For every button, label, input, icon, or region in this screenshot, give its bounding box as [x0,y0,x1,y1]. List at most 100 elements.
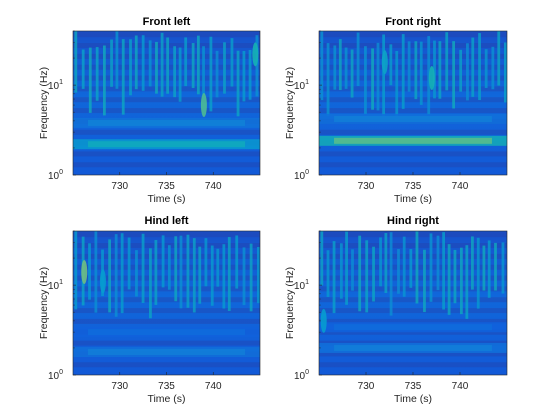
x-axis-label: Time (s) [394,193,432,205]
x-axis: 730 735 740 [358,172,469,192]
transient-streak [453,249,457,304]
x-axis: 730 735 740 [111,372,222,392]
y-tick-label: 100 [294,169,309,182]
axes-frame [72,230,261,376]
transient-streak [389,232,393,316]
frequency-band-core [87,349,246,356]
frequency-band-core [334,115,492,122]
transient-streak [235,235,239,289]
ridge-stripe [73,97,260,103]
transient-streak [108,239,112,313]
axes-frame [318,230,508,376]
ridge-stripe [319,232,507,238]
y-axis: 100 101 [294,30,322,182]
ridge-stripe [319,53,507,59]
transient-streak [174,236,178,302]
transient-streak [397,249,400,294]
ridge-stripe [319,362,507,368]
frequency-band-core [334,324,492,331]
x-tick-label: 740 [205,181,222,192]
transient-streak [452,41,456,109]
transient-streak [501,242,505,294]
transient-streak [459,49,463,92]
transient-streak [332,241,336,314]
transient-streak [471,236,474,290]
ridge-stripe [73,297,260,303]
x-tick-label: 730 [358,181,375,192]
transient-streak [402,236,406,297]
frequency-band-core [87,141,246,148]
ridge-stripe [73,308,260,314]
ridge-stripe [73,362,260,368]
x-tick-label: 735 [405,381,422,392]
transient-streak [339,243,343,299]
transient-streak [248,49,252,100]
ridge-stripe [319,264,507,270]
transient-streak [326,43,330,117]
transient-streak [376,42,380,111]
energy-burst [381,50,388,75]
ridge-stripe [319,329,507,335]
ridge-stripe [73,340,260,346]
transient-streak [497,31,501,86]
ridge-stripe [319,253,507,259]
frequency-band-core [87,329,246,336]
ridge-stripe [73,129,260,135]
transient-streak [445,32,449,91]
x-tick-label: 735 [158,181,175,192]
transient-streak [141,233,145,303]
transient-streak [423,249,426,313]
transient-streak [382,34,386,117]
frequency-band-core [334,344,492,351]
transient-streak [429,233,433,302]
panel-title: Hind right [387,215,439,227]
ridge-stripe [319,351,507,357]
ridge-stripe [319,286,507,292]
spectrogram-area [319,31,507,175]
transient-streak [121,39,125,115]
transient-streak [438,41,442,99]
transient-streak [466,43,469,101]
transient-streak [216,248,220,287]
transient-streak [401,34,405,109]
transient-streak [161,235,165,288]
transient-streak [351,249,354,291]
y-tick-label: 101 [294,279,309,292]
energy-burst [81,259,88,284]
y-axis-label: Frequency (Hz) [38,267,50,339]
transient-streak [167,245,171,290]
spectrogram-area [73,231,260,375]
panel-front-left: Front left 730 735 740 100 101 Time (s) Fre… [38,16,261,205]
transient-streak [88,47,92,113]
ridge-stripe [73,253,260,259]
transient-streak [326,250,330,297]
panel-hind-left: Hind left 730 735 740 100 101 Time (s) Freq… [38,215,261,405]
ridge-stripe [319,108,507,114]
ridge-stripe [73,275,260,281]
transient-streak [110,39,113,87]
transient-streak [95,47,99,101]
transient-streak [210,245,214,306]
transient-streak [484,49,488,88]
ridge-stripe [319,162,507,168]
spectrogram-background [319,31,507,175]
transient-streak [154,240,158,305]
transient-streak [202,46,205,95]
transient-streak [433,40,436,99]
ridge-stripe [319,86,507,92]
transient-streak [74,31,78,93]
y-tick-label: 100 [294,369,309,382]
ridge-stripe [73,151,260,157]
transient-streak [358,235,362,312]
transient-streak [344,47,348,89]
transient-streak [427,36,431,115]
transient-streak [338,39,342,91]
y-axis: 100 101 [294,230,322,382]
transient-streak [102,45,106,116]
transient-streak [256,246,260,304]
transient-streak [379,237,382,287]
ridge-stripe [319,151,507,157]
transient-streak [186,234,190,308]
transient-streak [192,238,196,313]
ridge-stripe [73,318,260,324]
